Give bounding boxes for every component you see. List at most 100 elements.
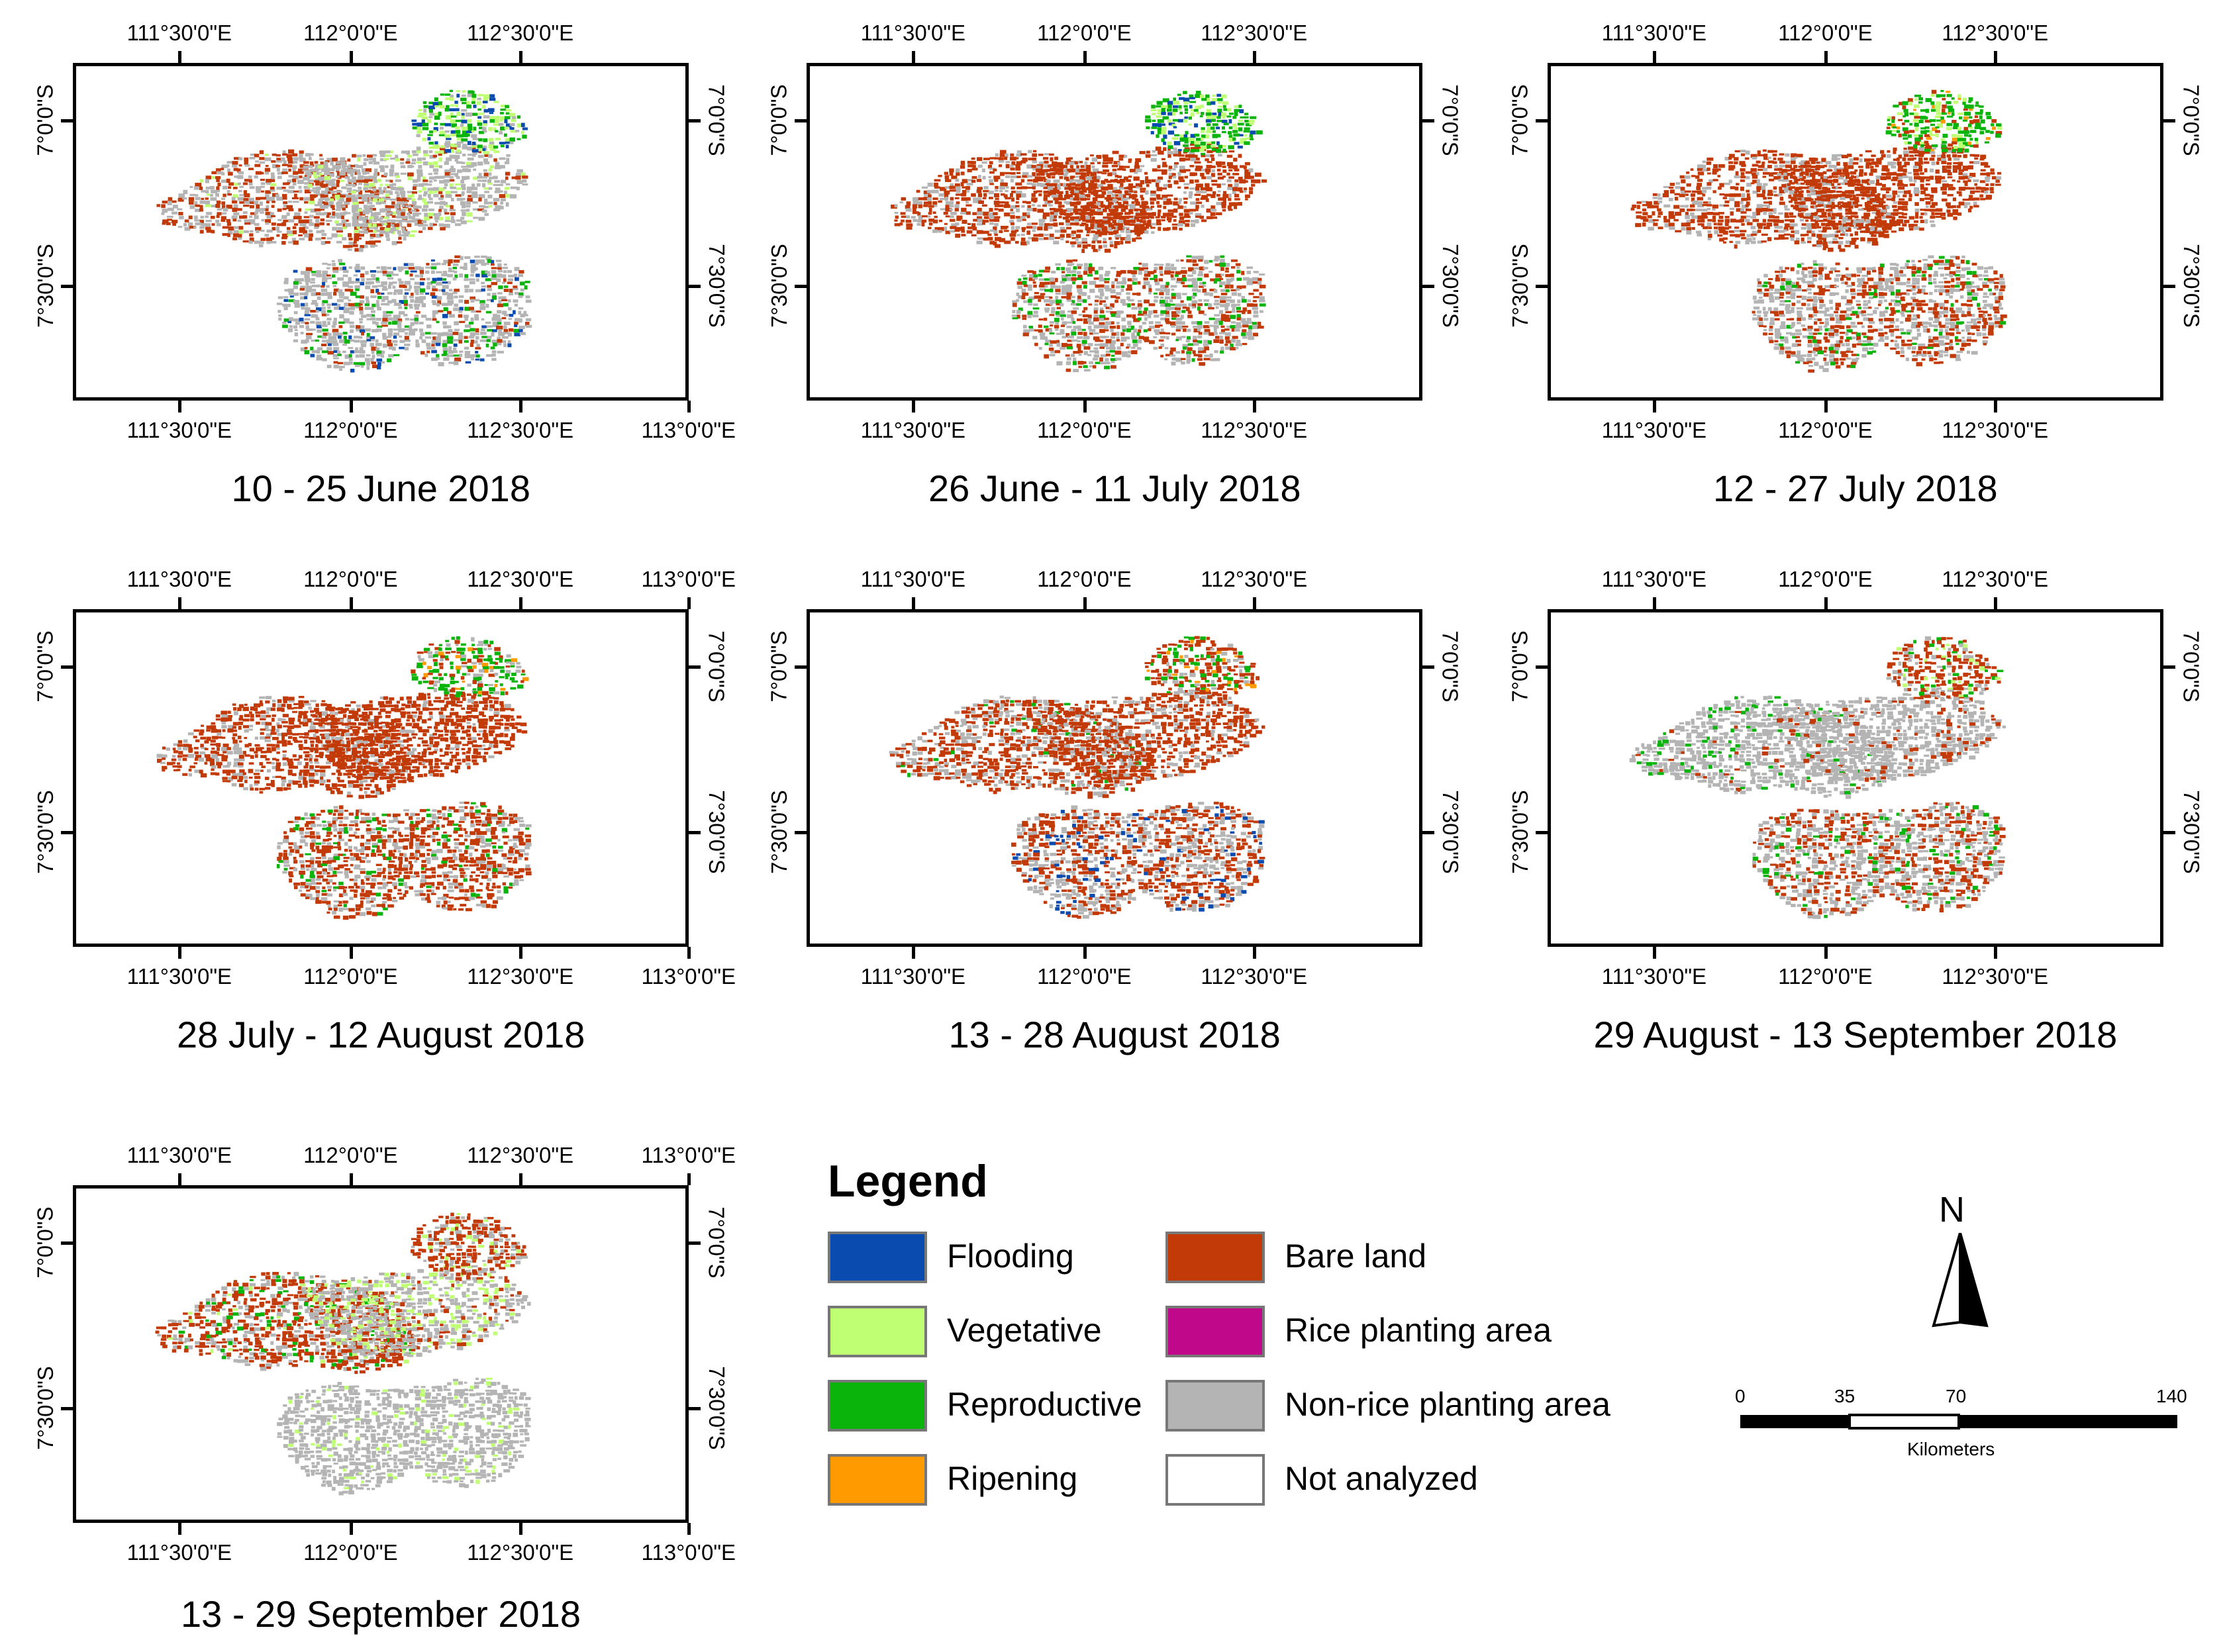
lon-label-top: 112°30'0"E: [1201, 21, 1308, 45]
legend-label: Bare land: [1285, 1238, 1427, 1275]
classification-map: [155, 1212, 531, 1496]
legend-item-not-analyzed: Not analyzed: [1165, 1454, 1642, 1507]
region-center: [302, 689, 528, 781]
region-south: [276, 801, 532, 920]
lon-label-bottom: 111°30'0"E: [126, 964, 232, 989]
lon-label-bottom: 112°0'0"E: [303, 964, 398, 989]
legend-item-ripening: Ripening: [828, 1454, 1199, 1507]
lon-tick-bottom: [177, 947, 181, 959]
lon-label-top: 111°30'0"E: [860, 21, 966, 45]
lon-tick-top: [519, 597, 522, 609]
lon-tick-top: [1652, 597, 1656, 609]
lon-tick-top: [349, 51, 353, 63]
region-south: [1752, 255, 2007, 373]
lon-label-bottom: 111°30'0"E: [126, 418, 232, 442]
lon-label-top: 111°30'0"E: [860, 567, 966, 591]
lon-label-bottom: 113°0'0"E: [641, 1540, 736, 1565]
lon-tick-top: [911, 51, 915, 63]
classification-map: [156, 89, 532, 373]
scale-tick-35: 35: [1834, 1386, 1855, 1406]
lon-label-top: 112°0'0"E: [1037, 567, 1132, 591]
region-west: [889, 695, 1154, 799]
panel-caption: 10 - 25 June 2018: [231, 467, 530, 509]
legend-swatch: [1165, 1232, 1265, 1283]
classification-map: [1630, 89, 2007, 373]
panel-caption: 29 August - 13 September 2018: [1593, 1014, 2118, 1055]
region-center: [302, 142, 528, 235]
lat-label-left: 7°0'0"S: [766, 84, 791, 156]
region-north: [411, 636, 529, 703]
lat-label-right: 7°0'0"S: [704, 84, 729, 156]
scale-tick-0: 0: [1735, 1386, 1746, 1406]
lon-tick-top: [1252, 597, 1256, 609]
lon-tick-bottom: [1824, 947, 1828, 959]
lat-label-right: 7°0'0"S: [704, 1206, 729, 1279]
lon-tick-top: [1083, 597, 1087, 609]
lon-tick-top: [687, 1173, 691, 1185]
lat-tick-right: [689, 284, 701, 288]
panel-caption: 13 - 29 September 2018: [181, 1593, 581, 1635]
lat-label-right: 7°0'0"S: [2179, 630, 2204, 703]
lon-tick-top: [911, 597, 915, 609]
legend-swatch: [828, 1306, 927, 1357]
lon-label-bottom: 112°30'0"E: [1201, 418, 1308, 442]
lon-tick-top: [177, 51, 181, 63]
lat-tick-left: [795, 119, 807, 122]
legend-swatch: [1165, 1306, 1265, 1357]
lat-tick-left: [795, 665, 807, 669]
lon-tick-bottom: [687, 1523, 691, 1535]
lat-label-right: 7°0'0"S: [1438, 630, 1463, 703]
legend-swatch: [1165, 1454, 1265, 1506]
lon-label-bottom: 111°30'0"E: [1601, 964, 1707, 989]
lat-tick-left: [795, 830, 807, 834]
lat-label-left: 7°30'0"S: [32, 790, 58, 874]
panel-caption: 13 - 28 August 2018: [948, 1014, 1281, 1055]
lon-tick-bottom: [1083, 401, 1087, 413]
lon-label-top: 111°30'0"E: [1601, 21, 1707, 45]
lat-tick-right: [689, 119, 701, 122]
lon-tick-top: [1993, 51, 1997, 63]
north-letter: N: [1939, 1190, 1965, 1230]
lon-label-top: 112°0'0"E: [303, 1143, 398, 1167]
north-arrow: N: [1920, 1192, 2000, 1337]
lon-label-bottom: 112°0'0"E: [303, 1540, 398, 1565]
lon-label-top: 112°0'0"E: [303, 21, 398, 45]
legend-label: Vegetative: [947, 1312, 1102, 1349]
lon-label-top: 112°0'0"E: [303, 567, 398, 591]
lat-tick-right: [1422, 830, 1434, 834]
lat-tick-right: [689, 1241, 701, 1245]
lon-tick-top: [687, 597, 691, 609]
lat-label-left: 7°30'0"S: [1507, 244, 1532, 328]
region-west: [156, 149, 421, 252]
region-north: [1144, 91, 1263, 156]
lat-label-right: 7°0'0"S: [2179, 84, 2204, 156]
lon-tick-bottom: [177, 401, 181, 413]
lat-tick-left: [61, 284, 73, 288]
lat-tick-right: [689, 1406, 701, 1410]
legend-item-non-rice-planting-area: Non-rice planting area: [1165, 1380, 1642, 1433]
lat-tick-right: [2163, 119, 2175, 122]
lat-label-right: 7°30'0"S: [704, 1366, 729, 1450]
lon-label-bottom: 112°30'0"E: [467, 964, 574, 989]
lon-label-bottom: 112°0'0"E: [303, 418, 398, 442]
lon-tick-bottom: [1083, 947, 1087, 959]
lon-label-top: 111°30'0"E: [126, 21, 232, 45]
lon-label-bottom: 112°30'0"E: [467, 1540, 574, 1565]
lat-label-right: 7°0'0"S: [704, 630, 729, 703]
lon-label-top: 112°0'0"E: [1778, 21, 1873, 45]
legend-label: Non-rice planting area: [1285, 1386, 1610, 1423]
lon-tick-bottom: [1252, 947, 1256, 959]
region-west: [155, 1271, 419, 1375]
lat-tick-left: [1536, 119, 1548, 122]
lat-tick-right: [2163, 665, 2175, 669]
legend-label: Reproductive: [947, 1386, 1142, 1423]
lat-tick-right: [689, 830, 701, 834]
lon-tick-top: [177, 597, 181, 609]
lon-tick-bottom: [177, 1523, 181, 1535]
lon-tick-top: [1083, 51, 1087, 63]
lat-tick-left: [1536, 284, 1548, 288]
lat-label-left: 7°0'0"S: [1507, 630, 1532, 703]
lon-tick-top: [519, 51, 522, 63]
map-frame: [1548, 609, 2163, 947]
